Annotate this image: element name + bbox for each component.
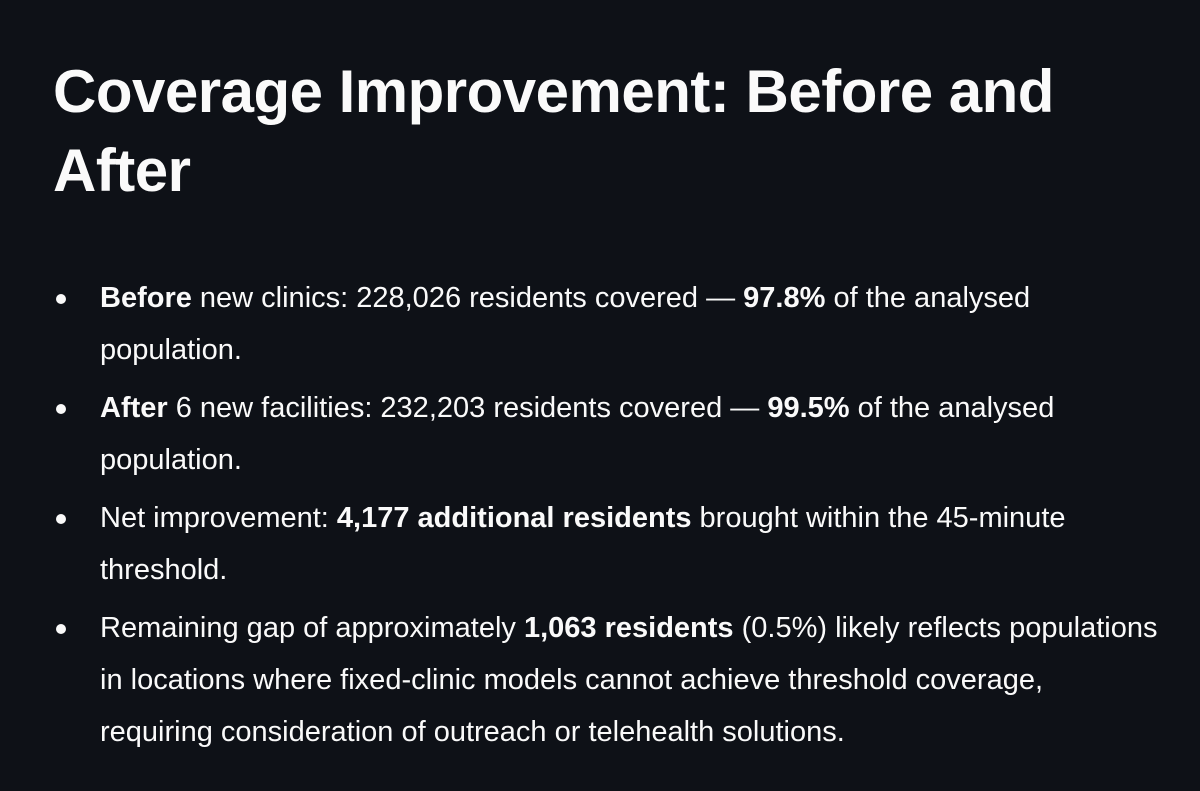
bullet-net-improvement: Net improvement: 4,177 additional reside… xyxy=(53,492,1163,596)
bullet-after: After 6 new facilities: 232,203 resident… xyxy=(53,382,1163,486)
bullet-gap-tail: (0.5%) likely reflects populations in lo… xyxy=(100,612,1158,748)
bullet-dot-icon xyxy=(56,514,66,524)
bullet-before-text: new clinics: 228,026 residents covered — xyxy=(191,282,744,314)
bullet-before: Before new clinics: 228,026 residents co… xyxy=(53,272,1163,376)
bullet-dot-icon xyxy=(56,294,66,304)
bullet-remaining-gap: Remaining gap of approximately 1,063 res… xyxy=(53,602,1163,758)
bullet-net-lead: Net improvement: xyxy=(100,502,337,534)
bullet-before-percent: 97.8% xyxy=(743,282,826,314)
bullet-before-tail: of the analysed population. xyxy=(100,282,1031,366)
bullet-gap-residents: 1,063 residents xyxy=(523,612,734,644)
bullet-net-tail: brought within the 45-minute threshold. xyxy=(100,502,1066,586)
bullet-net-residents: 4,177 additional residents xyxy=(336,502,692,534)
bullet-after-text: 6 new facilities: 232,203 residents cove… xyxy=(167,392,768,424)
bullet-dot-icon xyxy=(56,624,66,634)
main-content: Coverage Improvement: Before and After B… xyxy=(53,52,1163,748)
bullet-dot-icon xyxy=(56,404,66,414)
bullet-after-tail: of the analysed population. xyxy=(100,392,1055,476)
bullet-after-percent: 99.5% xyxy=(767,392,850,424)
bullet-gap-lead: Remaining gap of approximately xyxy=(100,612,524,644)
bullet-before-label: Before xyxy=(100,282,192,314)
page-title: Coverage Improvement: Before and After xyxy=(53,58,1054,204)
coverage-bullet-list: Before new clinics: 228,026 residents co… xyxy=(53,272,1163,764)
bullet-after-label: After xyxy=(100,392,168,424)
